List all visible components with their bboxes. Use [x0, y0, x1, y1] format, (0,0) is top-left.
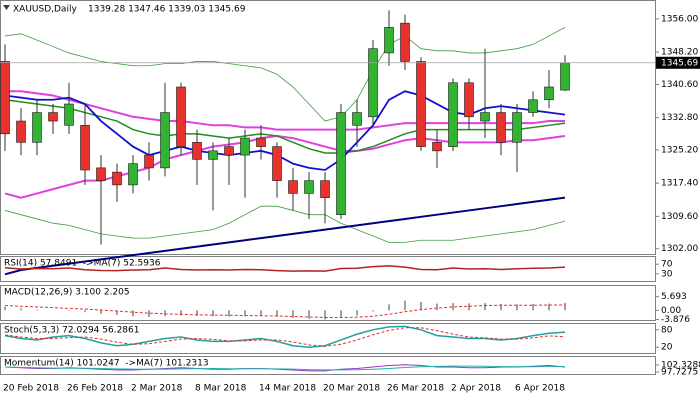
- indicator-line: [4, 196, 566, 276]
- indicator-line: [4, 364, 566, 372]
- candle-body: [256, 137, 266, 147]
- candle-body: [320, 180, 330, 198]
- indicator-line: [4, 365, 566, 371]
- candle-body: [352, 112, 362, 126]
- candle-body: [80, 125, 90, 171]
- candle-body: [160, 112, 170, 169]
- x-tick-label: 8 Mar 2018: [195, 384, 247, 394]
- candle-body: [144, 154, 154, 169]
- y-tick-label: 0.00: [661, 306, 681, 316]
- indicator-line: [4, 27, 566, 122]
- indicator-title: Stoch(5,3,3) 72.0294 56.2861: [4, 326, 139, 336]
- x-tick-label: 26 Mar 2018: [387, 384, 444, 394]
- candle-body: [528, 99, 538, 113]
- y-tick-label: 1356.00: [661, 14, 698, 24]
- candle-body: [112, 171, 122, 186]
- menu-arrow[interactable]: [3, 5, 10, 10]
- candle-body: [304, 180, 314, 194]
- candle-body: [400, 22, 410, 62]
- y-tick-label: 1309.60: [661, 212, 698, 222]
- candle-body: [128, 163, 138, 186]
- y-tick-label: 1340.60: [661, 80, 698, 90]
- last-price-box: [656, 56, 700, 69]
- candle-body: [64, 103, 74, 126]
- x-tick-label: 20 Mar 2018: [323, 384, 380, 394]
- candle-body: [416, 61, 426, 147]
- candle-body: [0, 61, 10, 135]
- ohlc-readout: 1339.28 1347.46 1339.03 1345.69: [88, 5, 246, 15]
- x-tick-label: 2 Apr 2018: [451, 384, 501, 394]
- indicator-title: RSI(14) 57.8491 ->MA(7) 52.5936: [4, 259, 161, 269]
- indicator-line: [4, 325, 566, 348]
- candle-body: [560, 62, 570, 91]
- y-tick-label: 70: [661, 260, 673, 270]
- y-tick-label: 1348.20: [661, 48, 698, 58]
- candle-body: [192, 142, 202, 160]
- candle-body: [176, 86, 186, 147]
- x-tick-label: 2 Mar 2018: [131, 384, 183, 394]
- candle-body: [32, 112, 42, 143]
- candle-body: [544, 86, 554, 101]
- x-tick-label: 20 Feb 2018: [3, 384, 59, 394]
- x-tick-label: 26 Feb 2018: [67, 384, 123, 394]
- candle-body: [512, 112, 522, 143]
- indicator-line: [4, 99, 566, 154]
- y-tick-label: 1302.00: [661, 244, 698, 254]
- candle-body: [96, 167, 106, 181]
- y-tick-label: 97.7275: [661, 367, 698, 377]
- x-tick-label: 6 Apr 2018: [515, 384, 565, 394]
- candle-body: [432, 142, 442, 152]
- y-tick-label: -3.876: [661, 315, 690, 325]
- candle-body: [384, 27, 394, 54]
- candle-body: [464, 82, 474, 118]
- candle-body: [240, 137, 250, 156]
- plots: [0, 10, 570, 372]
- y-tick-label: 102.3288: [661, 361, 700, 371]
- candle-body: [224, 146, 234, 156]
- x-tick-label: 14 Mar 2018: [259, 384, 316, 394]
- indicator-line: [4, 304, 565, 318]
- candle-body: [16, 120, 26, 143]
- y-tick-label: 30: [661, 269, 673, 279]
- last-price-label: 1345.69: [661, 58, 698, 68]
- indicator-line: [4, 265, 566, 272]
- y-tick-label: 1317.40: [661, 179, 698, 189]
- candle-body: [208, 150, 218, 160]
- chart-title: XAUUSD,Daily: [13, 5, 77, 15]
- indicator-line: [4, 327, 566, 347]
- candle-body: [288, 180, 298, 194]
- indicator-line: [5, 90, 565, 131]
- y-tick-label: 1325.20: [661, 145, 698, 155]
- candle-body: [272, 146, 282, 181]
- candle-body: [368, 48, 378, 118]
- indicator-title: MACD(12,26,9) 3.100 2.205: [4, 288, 130, 298]
- rsi-panel: [0, 256, 656, 282]
- stoch-panel: [0, 323, 656, 354]
- y-tick-label: 1332.80: [661, 113, 698, 123]
- candle-body: [480, 112, 490, 122]
- candle-body: [336, 112, 346, 215]
- y-tick-label: 80: [661, 325, 673, 335]
- y-tick-label: 5.693: [661, 292, 687, 302]
- indicator-line: [4, 205, 566, 243]
- y-tick-label: 20: [661, 343, 673, 353]
- macd-panel: [0, 285, 656, 321]
- candle-body: [496, 112, 506, 143]
- indicator-title: Momentum(14) 101.0247 ->MA(7) 101.2313: [4, 359, 209, 369]
- candle-body: [448, 82, 458, 147]
- candle-body: [48, 112, 58, 122]
